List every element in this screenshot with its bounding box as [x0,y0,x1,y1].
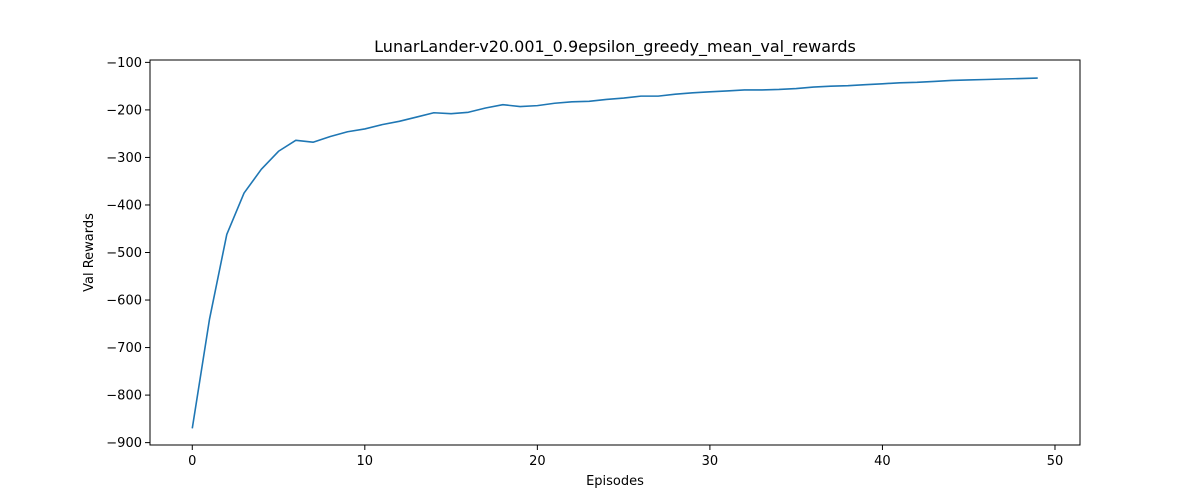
y-tick-label: −800 [106,389,142,404]
series-line [191,77,1038,429]
y-tick-label: −400 [106,198,142,213]
x-tick-label: 20 [529,454,546,469]
y-tick-label: −200 [106,103,142,118]
x-axis-label: Episodes [586,474,644,489]
plot-area [150,60,1080,445]
y-tick-label: −100 [106,56,142,71]
x-tick-label: 30 [702,454,719,469]
y-tick-label: −500 [106,246,142,261]
chart-title: LunarLander-v20.001_0.9epsilon_greedy_me… [374,37,856,57]
plot-frame [149,59,1081,446]
x-tick-label: 10 [357,454,374,469]
y-tick-label: −600 [106,294,142,309]
y-axis-label: Val Rewards [82,213,97,292]
x-axis-ticks: 0 10 20 30 40 50 [188,445,1063,469]
y-tick-label: −700 [106,341,142,356]
x-tick-label: 50 [1047,454,1064,469]
x-tick-label: 0 [188,454,196,469]
y-axis-ticks: −900 −800 −700 −600 −500 −400 −300 −200 −100 [106,56,150,451]
y-tick-label: −900 [106,436,142,451]
y-tick-label: −300 [106,151,142,166]
x-tick-label: 40 [874,454,891,469]
